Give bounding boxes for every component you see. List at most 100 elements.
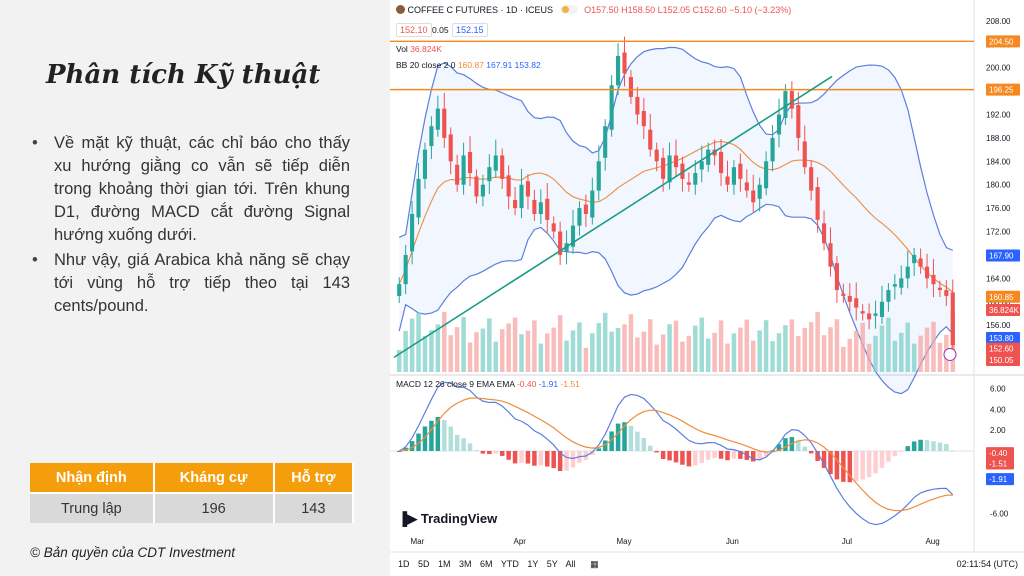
candle-body	[403, 254, 408, 285]
volume-bar	[641, 331, 647, 372]
volume-bar	[699, 317, 704, 372]
price-tick-label: 172.00	[986, 228, 1011, 237]
macd-histogram-bar	[429, 420, 434, 451]
alert-icon	[943, 347, 957, 361]
macd-histogram-bar	[911, 441, 917, 451]
candle-body	[583, 204, 588, 214]
price-axis-label-bg	[986, 83, 1020, 96]
volume-bar	[512, 317, 518, 372]
candle-body	[706, 149, 711, 165]
macd-histogram-bar	[686, 451, 692, 467]
price-tick-label: 188.00	[986, 134, 1011, 143]
volume-bar	[705, 338, 711, 372]
timeframe-buttons[interactable]: 1D 5D 1M 3M 6M YTD 1Y 5Y All	[398, 559, 576, 569]
price-tick-label: 200.00	[986, 64, 1011, 73]
candle-body	[667, 155, 672, 183]
volume-bar	[847, 338, 853, 372]
macd-histogram-bar	[448, 426, 453, 451]
bid-price[interactable]: 152.10	[396, 23, 432, 37]
price-axis-label-bg	[986, 290, 1020, 303]
candle-body	[776, 114, 782, 135]
volume-bar	[796, 336, 801, 372]
price-chart[interactable]: 156.00160.00164.00168.00172.00176.00180.…	[390, 0, 1024, 576]
candle-body	[828, 243, 833, 267]
macd-histogram-bar	[673, 451, 679, 463]
candle-body	[397, 284, 402, 296]
macd-axis-label: -0.40	[989, 449, 1008, 458]
candle-body	[725, 176, 730, 185]
volume-bar	[738, 327, 743, 372]
volume-bar	[654, 344, 659, 372]
macd-histogram-bar	[899, 451, 904, 452]
bb-legend[interactable]: BB 20 close 2 0 160.87 167.91 153.82	[396, 60, 541, 70]
candle-body	[429, 126, 434, 147]
candle-body	[442, 108, 447, 138]
volume-bar	[815, 312, 820, 372]
calendar-icon[interactable]: ▦	[590, 559, 599, 569]
volume-legend[interactable]: Vol 36.824K	[396, 44, 442, 54]
macd-histogram-bar	[596, 448, 602, 451]
copyright: © Bản quyền của CDT Investment	[30, 545, 236, 560]
candle-body	[867, 313, 872, 320]
macd-histogram-bar	[905, 446, 910, 451]
spread: 0.05	[432, 25, 449, 35]
macd-histogram-bar	[693, 451, 698, 466]
candle-body	[918, 258, 923, 267]
timeframe-bar[interactable]: 1D 5D 1M 3M 6M YTD 1Y 5Y All ▦	[398, 559, 599, 570]
macd-histogram-bar	[506, 451, 511, 460]
volume-bar	[564, 340, 569, 372]
symbol-name[interactable]: COFFEE C FUTURES · 1D · ICEUS	[407, 5, 554, 15]
candle-body	[487, 167, 492, 182]
candle-body	[718, 151, 724, 174]
macd-histogram-bar	[950, 450, 956, 452]
candle-body	[519, 184, 524, 209]
candle-body	[648, 129, 653, 150]
time-tick-label: Mar	[411, 537, 425, 546]
candle-body	[847, 295, 852, 302]
macd-histogram-bar	[474, 450, 479, 452]
macd-legend[interactable]: MACD 12 26 close 9 EMA EMA -0.40 -1.91 -…	[396, 379, 580, 389]
macd-histogram-bar	[892, 451, 898, 457]
bb-fill	[399, 47, 953, 394]
ask-price[interactable]: 152.15	[452, 23, 488, 37]
price-axis-label: 150.05	[989, 356, 1014, 365]
header-resistance: Kháng cự	[153, 463, 275, 493]
volume-bar	[602, 312, 608, 372]
chart-canvas[interactable]: 156.00160.00164.00168.00172.00176.00180.…	[390, 0, 1024, 576]
macd-axis-label: -1.91	[989, 475, 1008, 484]
macd-histogram-bar	[783, 438, 788, 451]
candle-body	[854, 298, 859, 308]
volume-bar	[821, 335, 827, 372]
bb-basis-value: 160.87	[457, 60, 484, 70]
time-tick-label: Jun	[726, 537, 739, 546]
tradingview-logo[interactable]: ▐▶ TradingView	[398, 511, 497, 527]
macd-axis-label: -1.51	[989, 460, 1008, 469]
candle-body	[551, 223, 556, 232]
volume-bar	[648, 319, 653, 372]
volume-bar	[750, 340, 756, 372]
candle-body	[654, 149, 659, 162]
candle-body	[809, 167, 814, 191]
macd-tick-label: 4.00	[990, 405, 1006, 414]
volume-bar	[480, 328, 486, 372]
price-tick-label: 208.00	[986, 17, 1011, 26]
volume-bar	[551, 327, 556, 372]
macd-histogram-bar	[422, 426, 428, 451]
price-axis-label: 152.60	[989, 345, 1014, 354]
macd-tick-label: 6.00	[990, 384, 1006, 393]
volume-bar	[557, 315, 563, 372]
macd-histogram-bar	[480, 451, 486, 454]
macd-histogram-bar	[776, 444, 782, 451]
candle-body	[879, 301, 885, 317]
candle-body	[596, 161, 601, 191]
recommendation-table: Nhận định Kháng cự Hỗ trợ Trung lập 196 …	[30, 463, 355, 523]
macd-histogram-bar	[757, 451, 762, 460]
candle-body	[873, 313, 878, 316]
macd-histogram-bar	[551, 451, 556, 469]
candle-body	[416, 178, 421, 218]
volume-bar	[744, 319, 750, 372]
macd-histogram-bar	[853, 451, 859, 482]
clock[interactable]: 02:11:54 (UTC)	[956, 559, 1018, 569]
candle-body	[538, 202, 543, 214]
volume-bar	[622, 324, 627, 372]
